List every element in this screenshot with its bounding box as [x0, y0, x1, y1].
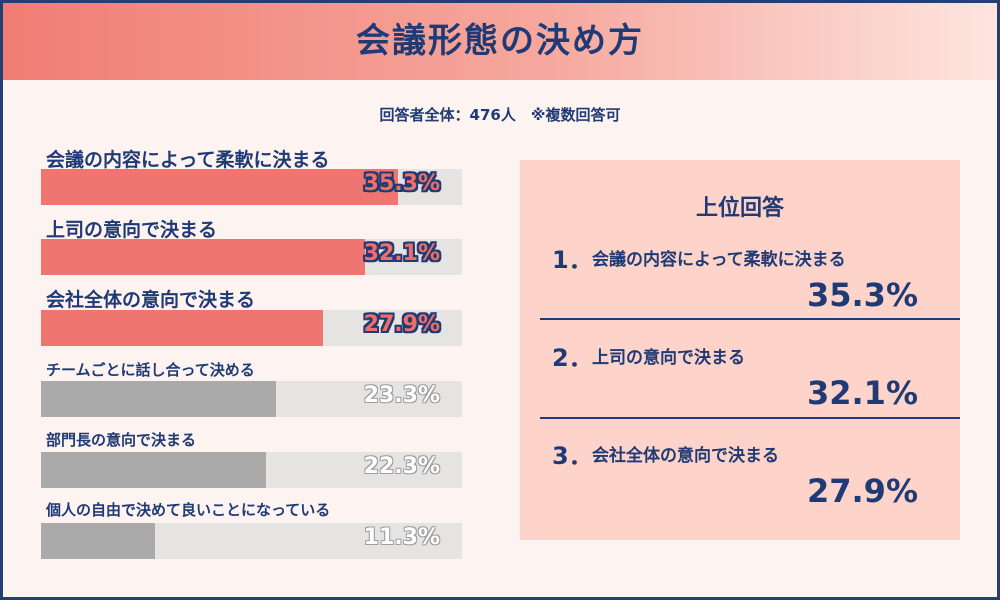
bar-value-label: 27.9% [363, 312, 440, 337]
bar [41, 452, 267, 488]
bar-value-label: 22.3% [363, 454, 440, 479]
rank-label: 会社全体の意向で決まる [592, 446, 779, 466]
bar-track: 11.3% [41, 523, 462, 559]
bar-label: 部門長の意向で決まる [46, 431, 197, 449]
bar-track: 35.3% [41, 169, 462, 205]
bar-label: 上司の意向で決まる [46, 219, 218, 241]
bar-label: 会社全体の意向で決まる [46, 289, 256, 311]
bar-track: 27.9% [41, 310, 462, 346]
bar-track: 22.3% [41, 452, 462, 488]
bar-track: 23.3% [41, 381, 462, 417]
bar [41, 239, 366, 275]
rank-label: 上司の意向で決まる [592, 348, 745, 368]
bar-label: 個人の自由で決めて良いことになっている [46, 501, 331, 519]
rank-value: 32.1% [806, 374, 918, 412]
header-banner: 会議形態の決め方 [3, 3, 997, 80]
bar [41, 310, 323, 346]
rank-number: 1． [552, 246, 593, 274]
page-title: 会議形態の決め方 [356, 21, 644, 61]
bar-value-label: 23.3% [363, 383, 440, 408]
top-answers-heading: 上位回答 [695, 196, 784, 221]
bar-label: 会議の内容によって柔軟に決まる [46, 149, 330, 171]
rank-label: 会議の内容によって柔軟に決まる [592, 250, 846, 270]
rank-value: 35.3% [806, 276, 918, 314]
bar [41, 381, 277, 417]
bar-value-label: 11.3% [363, 525, 440, 550]
rank-value: 27.9% [806, 472, 918, 510]
top-answers-panel: 上位回答 1． 会議の内容によって柔軟に決まる 35.3% 2． 上司の意向で決… [520, 160, 960, 540]
bar-value-label: 35.3% [363, 171, 440, 196]
rank-divider [540, 318, 960, 320]
rank-number: 3． [552, 442, 593, 470]
bar [41, 169, 398, 205]
bar-value-label: 32.1% [363, 241, 440, 266]
bar [41, 523, 156, 559]
chart-subtitle: 回答者全体：476人 ※複数回答可 [379, 106, 621, 124]
bar-track: 32.1% [41, 239, 462, 275]
rank-divider [540, 417, 960, 419]
bar-label: チームごとに話し合って決める [46, 361, 255, 379]
rank-number: 2． [552, 344, 593, 372]
